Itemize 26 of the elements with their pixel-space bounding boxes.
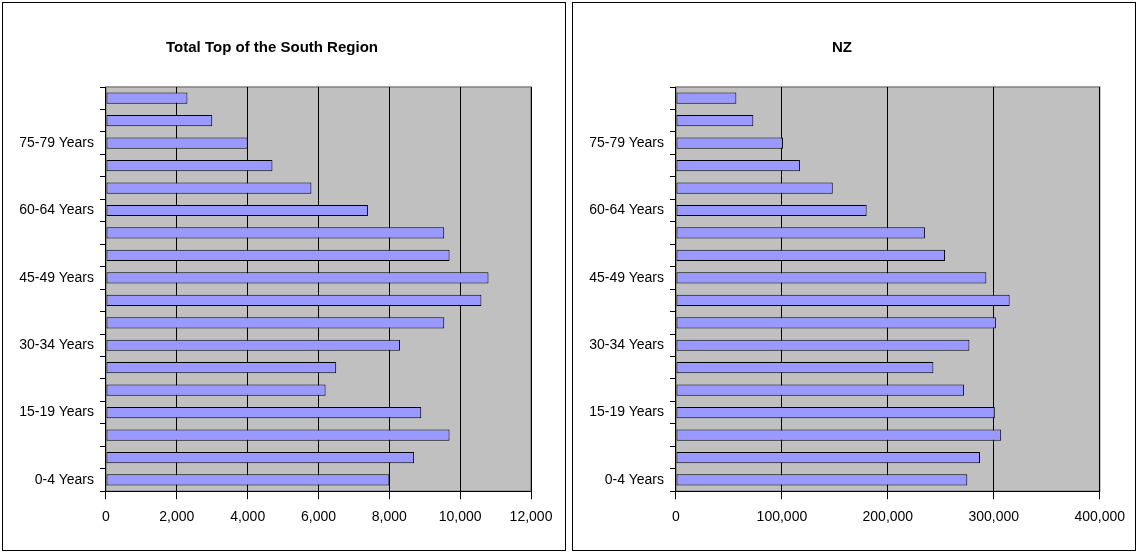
x-tick-label: 6,000	[300, 508, 337, 525]
x-tick-label: 200,000	[862, 508, 914, 525]
y-tick-label: 0-4 Years	[604, 470, 664, 487]
y-tick-label: 15-19 Years	[589, 403, 664, 420]
x-tick-label: 4,000	[230, 508, 266, 525]
chart-title: Total Top of the South Region	[166, 38, 378, 56]
y-tick-label: 0-4 Years	[34, 470, 94, 487]
y-tick-label: 75-79 Years	[19, 134, 94, 150]
x-tick-label: 2,000	[159, 508, 195, 525]
x-tick-label: 10,000	[438, 508, 482, 525]
y-tick-label: 60-64 Years	[589, 201, 664, 218]
y-tick-label: 45-49 Years	[19, 268, 94, 285]
chart-title: NZ	[832, 38, 852, 56]
x-tick-label: 8,000	[371, 508, 408, 525]
y-tick-label: 45-49 Years	[589, 268, 664, 285]
y-tick-label: 15-19 Years	[19, 403, 94, 420]
y-tick-label: 60-64 Years	[19, 201, 94, 218]
x-tick-label: 0	[102, 508, 111, 525]
x-tick-label: 400,000	[1074, 508, 1126, 525]
y-tick-label: 30-34 Years	[589, 336, 664, 353]
x-tick-label: 100,000	[756, 508, 808, 525]
x-tick-label: 0	[672, 508, 681, 525]
y-tick-label: 30-34 Years	[19, 336, 94, 353]
x-tick-label: 300,000	[968, 508, 1020, 525]
x-tick-label: 12,000	[509, 508, 553, 525]
y-tick-label: 75-79 Years	[589, 134, 664, 150]
